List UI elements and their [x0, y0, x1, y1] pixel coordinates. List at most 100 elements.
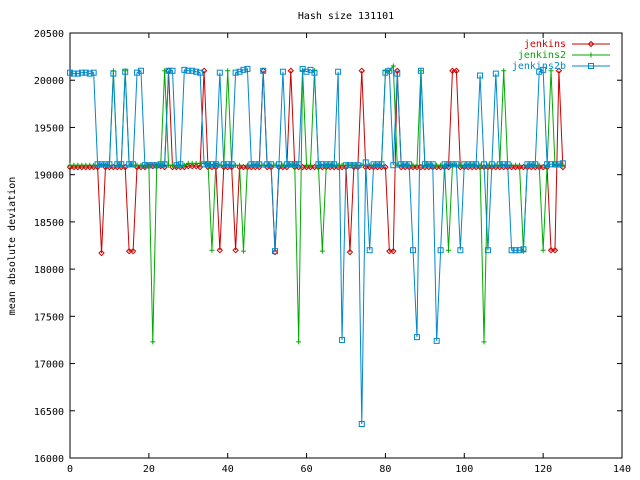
- data-point-jenkins2b: [402, 161, 409, 168]
- data-point-jenkins2b: [252, 161, 259, 168]
- data-point-jenkins2b: [335, 68, 342, 75]
- data-point-jenkins2: [209, 247, 215, 253]
- data-point-jenkins2b: [232, 69, 239, 76]
- data-point-jenkins2b: [303, 68, 310, 75]
- data-point-jenkins2b: [260, 67, 267, 74]
- data-point-jenkins2b: [287, 161, 294, 168]
- data-point-jenkins2b: [394, 70, 401, 77]
- y-tick-label: 20500: [34, 29, 64, 40]
- data-point-jenkins: [98, 249, 105, 257]
- data-point-jenkins2b: [323, 161, 330, 168]
- legend-label-jenkins: jenkins: [524, 39, 566, 50]
- data-point-jenkins2b: [193, 68, 200, 75]
- x-tick-label: 100: [455, 464, 473, 475]
- data-point-jenkins2b: [516, 247, 523, 254]
- data-point-jenkins2b: [137, 67, 144, 74]
- data-point-jenkins2b: [406, 161, 413, 168]
- series-line-jenkins2b: [69, 67, 563, 425]
- data-point-jenkins2b: [445, 161, 452, 168]
- data-point-jenkins2b: [228, 161, 235, 168]
- y-tick-label: 17000: [34, 360, 64, 371]
- y-tick-label: 19500: [34, 123, 64, 134]
- axis-ticks: 0 20 40 60 80 100 120 140 16000 16500 17000 17500 18…: [34, 29, 631, 475]
- data-point-jenkins2b: [74, 70, 81, 77]
- data-point-jenkins: [555, 67, 563, 74]
- data-point-jenkins2b: [256, 161, 263, 168]
- y-tick-label: 18000: [34, 265, 64, 276]
- data-point-jenkins2b: [110, 70, 117, 77]
- data-point-jenkins2b: [449, 161, 456, 168]
- data-point-jenkins2b: [346, 162, 353, 169]
- data-point-jenkins: [232, 247, 239, 254]
- data-point-jenkins2b: [528, 161, 535, 168]
- data-point-jenkins2b: [181, 66, 188, 73]
- data-point-jenkins2b: [390, 162, 397, 169]
- x-tick-label: 80: [379, 464, 391, 475]
- data-point-jenkins2b: [291, 161, 298, 168]
- data-point-jenkins2b: [536, 68, 543, 75]
- x-tick-label: 20: [143, 464, 155, 475]
- data-point-jenkins2b: [544, 161, 551, 168]
- data-point-jenkins2b: [453, 161, 460, 168]
- data-point-jenkins: [453, 67, 460, 74]
- data-point-jenkins2b: [327, 161, 334, 168]
- data-point-jenkins2b: [532, 161, 539, 168]
- series-layer: [66, 63, 567, 427]
- data-point-jenkins2b: [496, 161, 503, 168]
- data-point-jenkins2b: [437, 247, 444, 254]
- data-point-jenkins2b: [224, 161, 231, 168]
- data-point-jenkins: [129, 247, 137, 255]
- data-point-jenkins2b: [500, 161, 507, 168]
- data-point-jenkins2b: [208, 161, 215, 168]
- data-point-jenkins2b: [555, 161, 562, 168]
- data-point-jenkins2b: [161, 161, 168, 168]
- data-point-jenkins2b: [67, 69, 73, 76]
- data-point-jenkins2: [308, 162, 314, 168]
- y-tick-label: 17500: [34, 312, 64, 323]
- data-point-jenkins2b: [122, 68, 129, 75]
- data-point-jenkins2b: [481, 161, 487, 168]
- data-point-jenkins2b: [465, 161, 472, 168]
- x-tick-label: 0: [67, 464, 73, 475]
- data-point-jenkins2b: [484, 247, 491, 254]
- data-point-jenkins2b: [350, 162, 357, 169]
- data-point-jenkins2b: [429, 161, 436, 168]
- series-jenkins2b: [67, 65, 566, 427]
- data-point-jenkins2b: [551, 161, 558, 168]
- data-point-jenkins2b: [504, 161, 511, 168]
- data-point-jenkins2b: [248, 161, 255, 168]
- data-point-jenkins2b: [177, 161, 184, 168]
- data-point-jenkins2b: [425, 161, 432, 168]
- data-point-jenkins2: [548, 68, 554, 74]
- data-point-jenkins2: [390, 63, 396, 69]
- data-point-jenkins: [271, 248, 279, 256]
- y-tick-label: 16000: [34, 454, 64, 465]
- data-point-jenkins2b: [212, 161, 219, 168]
- data-point-jenkins2b: [94, 161, 101, 168]
- data-point-jenkins2b: [141, 162, 148, 169]
- data-point-jenkins2b: [433, 337, 440, 344]
- data-point-jenkins2b: [153, 162, 160, 169]
- data-point-jenkins2b: [272, 248, 279, 255]
- data-point-jenkins: [390, 247, 397, 255]
- data-point-jenkins2: [540, 247, 546, 253]
- data-point-jenkins: [192, 162, 200, 170]
- data-point-jenkins2b: [311, 69, 318, 76]
- data-point-jenkins: [394, 67, 401, 74]
- data-point-jenkins2: [414, 162, 420, 168]
- data-point-jenkins2b: [264, 161, 271, 168]
- data-point-jenkins2b: [145, 162, 152, 169]
- data-point-jenkins2b: [90, 69, 97, 76]
- data-point-jenkins2b: [295, 161, 302, 168]
- data-point-jenkins2: [240, 248, 246, 254]
- data-point-jenkins2: [225, 68, 231, 74]
- data-point-jenkins2b: [370, 161, 377, 168]
- data-point-jenkins2b: [417, 67, 424, 74]
- data-point-jenkins2b: [362, 159, 369, 166]
- data-point-jenkins2b: [197, 69, 204, 76]
- data-point-jenkins2b: [477, 72, 484, 79]
- data-point-jenkins2b: [398, 161, 405, 168]
- data-point-jenkins2b: [410, 247, 417, 254]
